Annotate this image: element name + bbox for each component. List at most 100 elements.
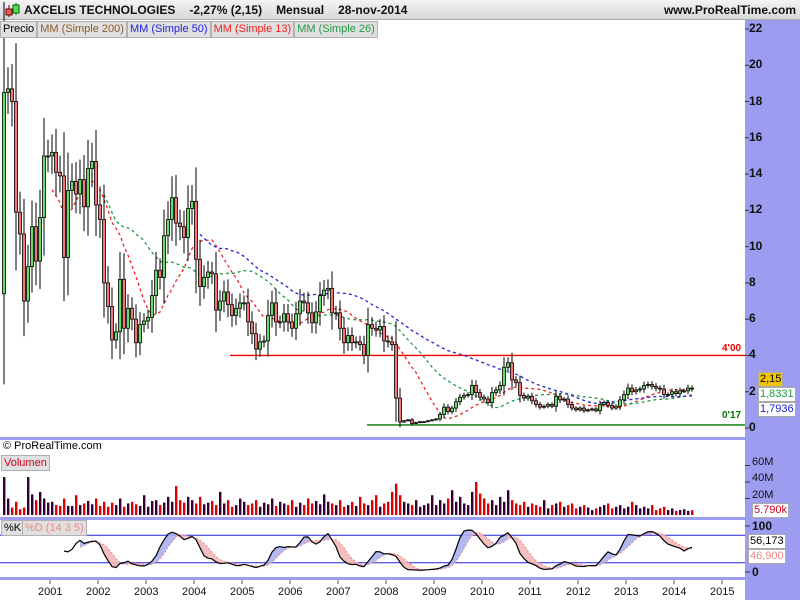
candle [362, 335, 366, 365]
candle-body [686, 387, 690, 392]
volume-bar [147, 506, 150, 515]
year-label: 2012 [566, 586, 591, 598]
legend-ma200[interactable]: MM (Simple 200) [37, 21, 127, 38]
candle-body [246, 302, 250, 323]
volume-bar [239, 498, 242, 515]
candle [438, 411, 442, 422]
candle-body [478, 392, 482, 398]
volume-bar [95, 498, 98, 515]
candle-body [534, 400, 538, 405]
volume-bar [315, 500, 318, 515]
legend-ma13[interactable]: MM (Simple 13) [210, 21, 295, 38]
volume-bar [515, 503, 518, 515]
stoch-fill [304, 536, 308, 545]
candle [454, 397, 458, 412]
volume-bar [431, 495, 434, 515]
candle [218, 290, 222, 321]
year-label: 2004 [182, 586, 207, 598]
volume-bar [595, 508, 598, 515]
candle [82, 155, 86, 232]
candle-body [334, 312, 338, 315]
candle [394, 320, 398, 422]
candle-body [22, 233, 26, 302]
candle-body [90, 160, 94, 170]
candle [238, 293, 242, 318]
volume-bar [619, 505, 622, 515]
candle [462, 392, 466, 400]
candle [26, 244, 30, 323]
candle-body [670, 391, 674, 395]
candle [458, 393, 462, 406]
volume-bar [415, 500, 418, 515]
candle-body [198, 258, 202, 287]
year-label: 2009 [422, 586, 447, 598]
volume-bar [343, 506, 346, 515]
volume-bar [563, 506, 566, 515]
candle [134, 304, 138, 358]
volume-bar [167, 496, 170, 515]
volume-bar [307, 498, 310, 515]
year-label: 2007 [326, 586, 351, 598]
volume-bar [71, 505, 74, 515]
candle-body [250, 321, 254, 335]
candle-body [402, 420, 406, 423]
candle [654, 383, 658, 392]
year-label: 2002 [86, 586, 111, 598]
volume-bar [435, 505, 438, 515]
legend-ma50[interactable]: MM (Simple 50) [126, 21, 211, 38]
volume-bar [339, 500, 342, 515]
candle [142, 313, 146, 333]
price-tick-label: 8 [749, 274, 756, 289]
copyright: © ProRealTime.com [3, 440, 102, 452]
candle [450, 405, 454, 415]
candle-body [286, 313, 290, 323]
candle-body [314, 311, 318, 324]
volume-bar [511, 500, 514, 515]
stoch-fill [372, 551, 376, 564]
period[interactable]: Mensual [276, 3, 325, 17]
volume-bar [559, 501, 562, 515]
candle-body [162, 235, 166, 278]
price-tick-label: 18 [749, 93, 763, 108]
volume-bar [555, 503, 558, 515]
candle-body [98, 204, 102, 220]
candle [378, 319, 382, 338]
legend-ma26[interactable]: MM (Simple 26) [294, 21, 378, 38]
candle-body [30, 226, 34, 267]
stoch-k-line [63, 529, 693, 571]
stoch-tick-label: 100 [752, 519, 773, 533]
candle-body [554, 395, 558, 407]
volume-bar [179, 500, 182, 515]
price-tick-label: 4 [749, 347, 756, 362]
candle [266, 299, 270, 357]
candle-body [194, 200, 198, 260]
candle [234, 298, 238, 326]
volume-bar [479, 493, 482, 515]
volume-bar [451, 490, 454, 515]
candle-body [218, 300, 222, 311]
volume-bar [495, 505, 498, 515]
candle [682, 388, 686, 394]
candle-body [630, 387, 634, 393]
candle [398, 387, 402, 428]
candle-body [242, 302, 246, 305]
volume-bar [691, 510, 694, 515]
candle-body [374, 327, 378, 331]
legend-price[interactable]: Precio [0, 21, 38, 38]
volume-label[interactable]: Volumen [1, 455, 50, 471]
candle-body [506, 362, 510, 368]
candle [70, 163, 74, 209]
site-link[interactable]: www.ProRealTime.com [663, 3, 796, 17]
candle [638, 386, 642, 393]
volume-bar [155, 500, 158, 515]
stoch-fill [376, 551, 380, 561]
volume-bar [583, 505, 586, 515]
candle-body [230, 304, 234, 316]
volume-bar [575, 508, 578, 515]
volume-bar [567, 505, 570, 515]
stoch-d-label[interactable]: %D (14 3 5) [22, 520, 87, 536]
candle [14, 43, 18, 271]
stoch-fill [344, 547, 348, 564]
stoch-k-label[interactable]: %K [1, 520, 25, 536]
